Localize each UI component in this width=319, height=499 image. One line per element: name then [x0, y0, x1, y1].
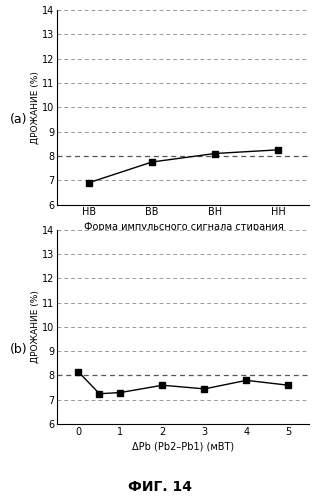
- X-axis label: Форма импульсного сигнала стирания: Форма импульсного сигнала стирания: [84, 222, 283, 232]
- Y-axis label: ДРОЖАНИЕ (%): ДРОЖАНИЕ (%): [31, 71, 40, 144]
- X-axis label: ΔPb (Pb2–Pb1) (мВТ): ΔPb (Pb2–Pb1) (мВТ): [132, 441, 234, 451]
- Y-axis label: ДРОЖАНИЕ (%): ДРОЖАНИЕ (%): [31, 290, 40, 363]
- Text: ФИГ. 14: ФИГ. 14: [128, 480, 191, 494]
- Text: (a): (a): [10, 113, 27, 126]
- Text: (b): (b): [10, 343, 27, 356]
